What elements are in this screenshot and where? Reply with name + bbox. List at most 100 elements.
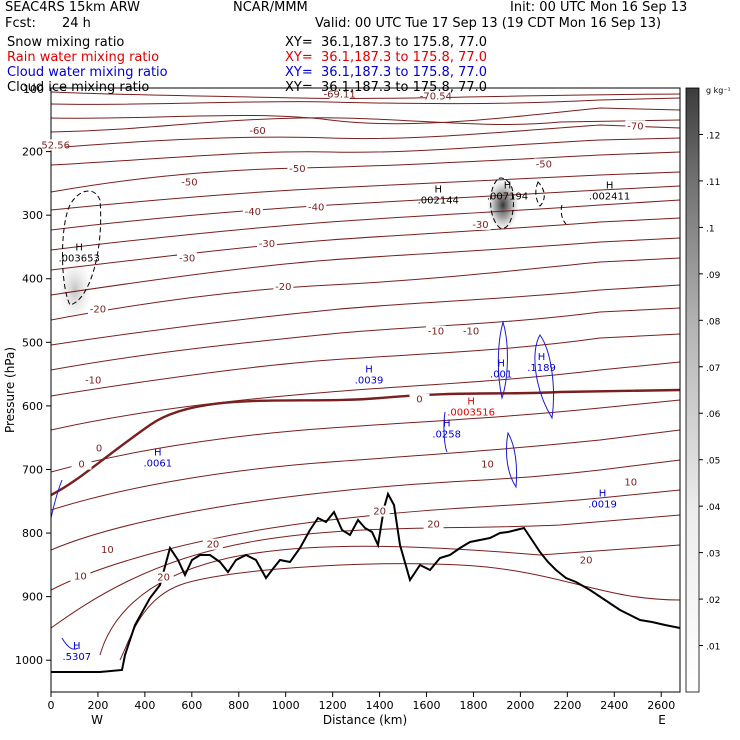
maximum-letter: H: [443, 419, 451, 430]
maximum-letter: H: [75, 243, 83, 254]
maximum-value: .0003516: [447, 407, 495, 418]
temperature-label: -10: [85, 376, 101, 387]
temperature-label-bg: [306, 201, 327, 213]
temperature-label-bg: [477, 458, 498, 470]
isotherm: [51, 137, 680, 166]
forecast-label: Fcst:: [5, 16, 36, 31]
colorbar-tick-label: .1: [706, 224, 715, 234]
organization: NCAR/MMM: [233, 0, 308, 15]
colorbar-tick-label: .01: [706, 643, 720, 653]
isotherm: [51, 237, 680, 296]
maximum-letter: H: [434, 185, 442, 196]
isotherm: [99, 544, 680, 656]
temperature-label: -70: [627, 121, 643, 132]
x-axis-ticks: 0 200 400 600 800 1000 1200 1400 1600 1800 2000 220…: [48, 692, 675, 712]
field-xy-rain: XY= 36.1,187.3 to 175.8, 77.0: [285, 50, 488, 65]
temperature-label-bg: [87, 303, 108, 315]
valid-time: Valid: 00 UTC Tue 17 Sep 13 (19 CDT Mon …: [315, 16, 662, 31]
isotherm: [51, 307, 680, 371]
maxima-labels: H.002144H.007194H.002411H.003653H.0039H.…: [58, 180, 630, 663]
temperature-label: -69.11: [324, 90, 356, 101]
y-axis-label: Pressure (hPa): [3, 347, 17, 433]
maximum-value: .0019: [588, 500, 617, 511]
isotherm: [51, 257, 680, 321]
temperature-label-bg: [533, 158, 554, 170]
maximum-value: .0061: [143, 458, 172, 469]
temperature-label-bg: [83, 374, 104, 386]
freezing-level-contour: [51, 388, 680, 497]
temperature-label-bg: [256, 237, 277, 249]
colorbar-tick-label: .02: [706, 596, 720, 606]
maximum-letter: H: [497, 358, 505, 369]
maximum-letter: H: [154, 447, 162, 458]
x-tick-label: 800: [228, 699, 249, 712]
y-tick-label: 700: [22, 463, 43, 476]
y-tick-label: 500: [22, 336, 43, 349]
colorbar-tick-label: .06: [706, 410, 721, 420]
x-tick-label: 2200: [553, 699, 581, 712]
field-xy-snow: XY= 36.1,187.3 to 175.8, 77.0: [285, 35, 488, 50]
field-xy-cloud-ice: XY= 36.1,187.3 to 175.8, 77.0: [285, 80, 488, 95]
y-top-label: 100: [23, 83, 44, 96]
temperature-labels: -70 -69.11 -70.54 -60 52.56 -50 -50 -50 -40 -40 -3…: [41, 88, 646, 584]
field-xy-cloud-water: XY= 36.1,187.3 to 175.8, 77.0: [285, 65, 488, 80]
temperature-label-bg: [247, 124, 268, 136]
temperature-label: 20: [580, 556, 593, 567]
temperature-label-bg: [97, 543, 118, 555]
y-tick-label: 1000: [15, 654, 43, 667]
isotherm: [51, 124, 680, 149]
cloud-water-contour: [51, 479, 63, 519]
isotherm: [51, 217, 680, 271]
temperature-label: 10: [481, 460, 494, 471]
maximum-value: .007194: [487, 191, 528, 202]
y-tick-label: 600: [22, 400, 43, 413]
temperature-label-bg: [425, 325, 446, 337]
temperature-label: 20: [427, 519, 440, 530]
temperature-label-bg: [45, 139, 66, 151]
x-tick-label: 2600: [647, 699, 675, 712]
isotherm: [51, 514, 680, 629]
maximum-value: .1189: [527, 363, 556, 374]
field-name-cloud-ice: Cloud ice mixing ratio: [7, 80, 150, 95]
temperature-label-bg: [177, 252, 198, 264]
temperature-label: 0: [96, 444, 102, 455]
temperature-label-bg: [153, 571, 174, 583]
isotherm: [51, 199, 680, 251]
temperature-label-bg: [425, 90, 446, 102]
temperature-label-bg: [71, 458, 92, 470]
maximum-value: .5307: [62, 652, 91, 663]
temperature-label-bg: [70, 570, 91, 582]
ice-contour: [62, 190, 102, 306]
x-tick-label: 600: [181, 699, 202, 712]
shaded-fields: [57, 179, 519, 322]
maximum-value: .0258: [432, 430, 461, 441]
isotherm: [51, 97, 680, 105]
maximum-value: .003653: [58, 254, 99, 265]
colorbar: [685, 87, 700, 693]
colorbar-ticks: .01 .02 .03 .04 .05 .06 .07 .08 .09 .1 .11 .12: [699, 131, 721, 653]
temperature-label: 0: [78, 460, 84, 471]
temperature-label-bg: [423, 518, 444, 530]
x-tick-label: 2000: [506, 699, 534, 712]
init-time: Init: 00 UTC Mon 16 Sep 13: [510, 0, 688, 15]
temperature-label-bg: [576, 554, 597, 566]
temperature-contours: [51, 91, 680, 661]
temperature-label: 20: [157, 573, 170, 584]
y-tick-label: 800: [22, 527, 43, 540]
maximum-letter: H: [73, 641, 81, 652]
cloud-water-contour: [61, 637, 79, 650]
temperature-label-bg: [409, 393, 430, 405]
x-tick-label: 1000: [272, 699, 300, 712]
x-tick-label: 1400: [366, 699, 394, 712]
maximum-value: .002411: [589, 191, 630, 202]
temperature-label: 0: [416, 395, 422, 406]
temperature-label-bg: [287, 162, 308, 174]
ice-contour: [490, 177, 514, 229]
isotherm: [51, 429, 680, 511]
east-endpoint: E: [658, 713, 666, 727]
x-tick-label: 400: [134, 699, 155, 712]
temperature-label: -40: [308, 203, 324, 214]
y-tick-label: 300: [22, 209, 43, 222]
temperature-label: 10: [101, 545, 114, 556]
ice-contour: [535, 181, 545, 207]
